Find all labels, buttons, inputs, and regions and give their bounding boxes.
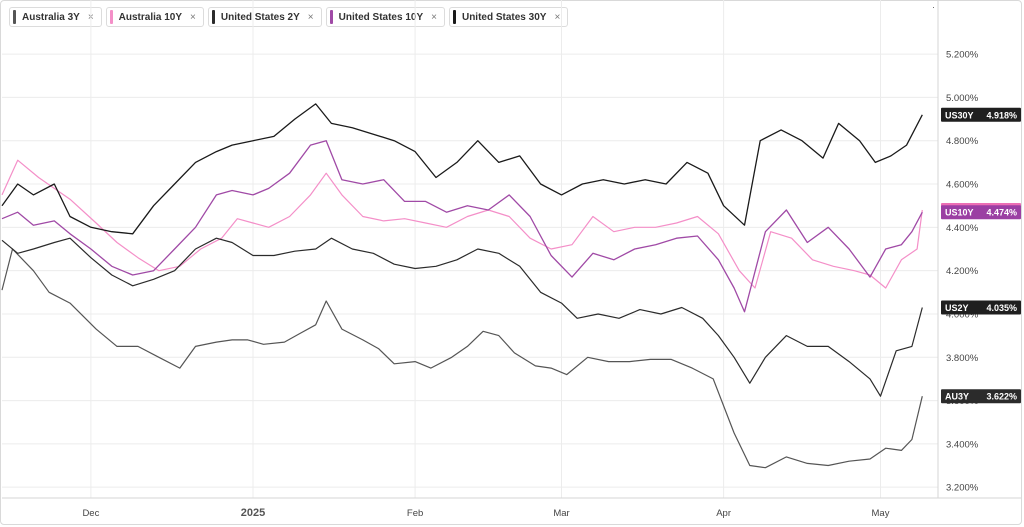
series-line-australia-10y [1, 159, 923, 289]
last-value-ticker: US2Y [945, 303, 969, 313]
x-tick-label: Mar [553, 508, 569, 519]
x-tick-label: 2025 [241, 507, 265, 519]
legend-swatch [13, 10, 16, 24]
x-tick-label: Feb [407, 508, 423, 519]
last-value-tag [941, 107, 1021, 122]
y-tick-label: 3.400% [946, 439, 979, 450]
legend-chip-australia-10y[interactable]: Australia 10Y × [105, 7, 204, 27]
last-value-tag [941, 300, 1021, 315]
last-value-ticker: AU3Y [945, 392, 969, 402]
close-icon[interactable]: × [554, 11, 561, 23]
series-line-united-states-10y [1, 140, 923, 313]
legend-swatch [452, 10, 456, 24]
legend-swatch [109, 10, 113, 24]
x-tick-label: Apr [716, 508, 731, 519]
last-value-label: 4.035% [986, 303, 1017, 313]
y-tick-label: 4.000% [946, 309, 979, 320]
y-tick-label: 4.200% [946, 266, 979, 277]
last-value-tag [941, 205, 1021, 220]
x-tick-label: Dec [82, 508, 99, 519]
y-tick-label: 5.200% [946, 50, 979, 61]
legend-label: United States 10Y [338, 11, 424, 23]
legend-label: United States 2Y [220, 11, 300, 23]
last-value-label: 4.918% [986, 110, 1017, 120]
y-tick-label: 4.800% [946, 136, 979, 147]
y-tick-label: 3.800% [946, 353, 979, 364]
legend-chip-united-states-30y[interactable]: United States 30Y × [448, 7, 569, 27]
legend-swatch [329, 10, 333, 24]
more-marker: · [932, 2, 935, 12]
legend-label: Australia 10Y [118, 11, 183, 23]
last-value-label: 3.622% [986, 392, 1017, 402]
close-icon[interactable]: × [190, 11, 196, 23]
close-icon[interactable]: × [431, 11, 437, 23]
y-tick-label: 3.200% [946, 483, 979, 494]
series-line-united-states-2y [1, 237, 923, 397]
legend-label: Australia 3Y [22, 11, 80, 23]
last-value-label: 4.474% [986, 208, 1017, 218]
legend-chip-united-states-2y[interactable]: United States 2Y × [207, 7, 322, 27]
y-tick-label: 4.400% [946, 223, 979, 234]
series-line-australia-3y [1, 248, 923, 469]
y-tick-label: 4.600% [946, 180, 979, 191]
x-tick-label: May [872, 508, 890, 519]
y-tick-label: 5.000% [946, 93, 979, 104]
last-value-tag [941, 389, 1021, 404]
last-value-ticker: US30Y [945, 110, 974, 120]
series-line-united-states-30y [1, 103, 923, 235]
legend-swatch [211, 10, 215, 24]
legend-label: United States 30Y [461, 11, 547, 23]
close-icon[interactable]: × [307, 11, 314, 23]
last-value-ticker: US10Y [945, 208, 974, 218]
